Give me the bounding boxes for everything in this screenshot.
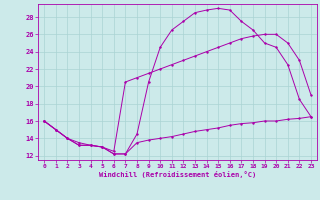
X-axis label: Windchill (Refroidissement éolien,°C): Windchill (Refroidissement éolien,°C)	[99, 171, 256, 178]
